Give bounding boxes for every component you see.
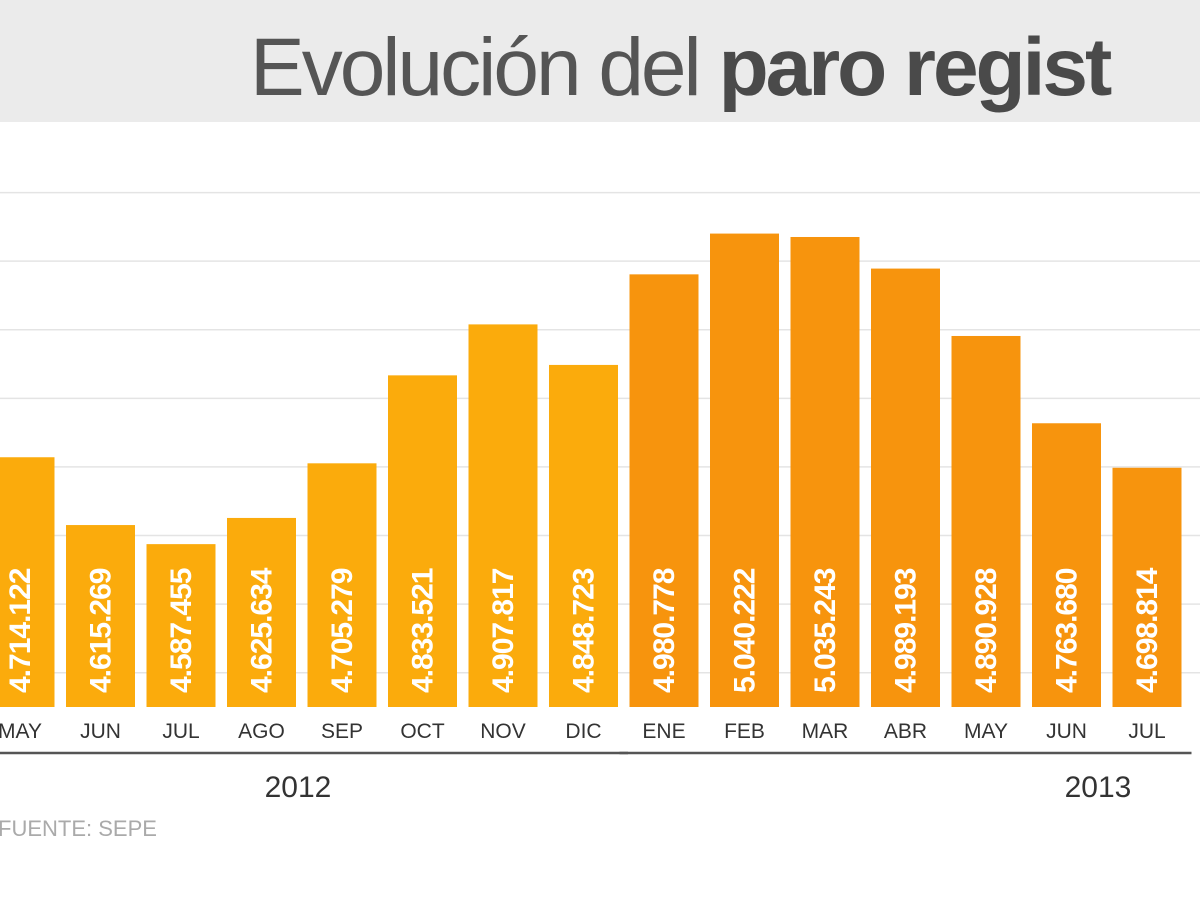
x-tick-label: NOV xyxy=(480,720,526,743)
year-label: 2012 xyxy=(265,771,332,804)
value-label: 4.848.723 xyxy=(568,568,601,693)
bar xyxy=(790,236,860,707)
x-tick-label: DIC xyxy=(565,720,601,743)
bar xyxy=(468,324,538,707)
x-tick-label: ABR xyxy=(884,720,927,743)
value-label: 5.035.243 xyxy=(809,568,842,693)
value-label: 4.587.455 xyxy=(165,568,198,693)
bar xyxy=(951,335,1021,707)
bar xyxy=(146,544,216,707)
value-label: 4.763.680 xyxy=(1051,568,1084,693)
value-label: 4.698.814 xyxy=(1131,567,1164,693)
bar xyxy=(710,233,779,708)
value-label: 4.907.817 xyxy=(487,568,520,693)
bar xyxy=(0,457,55,707)
value-label: 4.615.269 xyxy=(85,568,118,693)
value-label: 4.890.928 xyxy=(970,568,1003,693)
chart-title: Evolución del paro regist xyxy=(250,22,1112,113)
year-label: 2013 xyxy=(1065,771,1132,804)
value-label: 4.705.279 xyxy=(326,568,359,693)
value-label: 5.040.222 xyxy=(729,568,762,693)
x-tick-label: MAR xyxy=(802,720,849,743)
bar xyxy=(227,517,296,707)
title-light: Evolución del xyxy=(250,22,699,113)
x-tick-label: FEB xyxy=(724,720,765,743)
x-tick-label: ENE xyxy=(642,720,685,743)
bar xyxy=(629,274,699,707)
bar xyxy=(307,463,377,707)
bar xyxy=(549,364,618,707)
value-label: 4.714.122 xyxy=(4,568,37,693)
bar xyxy=(871,268,940,707)
value-label: 4.833.521 xyxy=(407,568,440,693)
x-tick-label: JUL xyxy=(162,720,199,743)
title-bold: paro regist xyxy=(719,22,1112,113)
x-tick-label: MAY xyxy=(0,720,42,743)
x-tick-label: SEP xyxy=(321,720,363,743)
bar xyxy=(388,375,457,707)
value-label: 4.980.778 xyxy=(648,568,681,693)
value-label: 4.625.634 xyxy=(246,567,279,693)
source: FUENTE: SEPE xyxy=(0,816,157,841)
x-tick-label: OCT xyxy=(400,720,445,743)
x-tick-label: MAY xyxy=(964,720,1008,743)
bar xyxy=(1032,423,1101,707)
value-label: 4.989.193 xyxy=(890,568,923,693)
bar xyxy=(66,525,135,707)
title-band xyxy=(0,0,1200,122)
x-tick-label: JUL xyxy=(1128,720,1165,743)
x-tick-label: JUN xyxy=(1046,720,1087,743)
x-tick-label: AGO xyxy=(238,720,285,743)
x-tick-label: JUN xyxy=(80,720,121,743)
bar xyxy=(1112,467,1182,707)
